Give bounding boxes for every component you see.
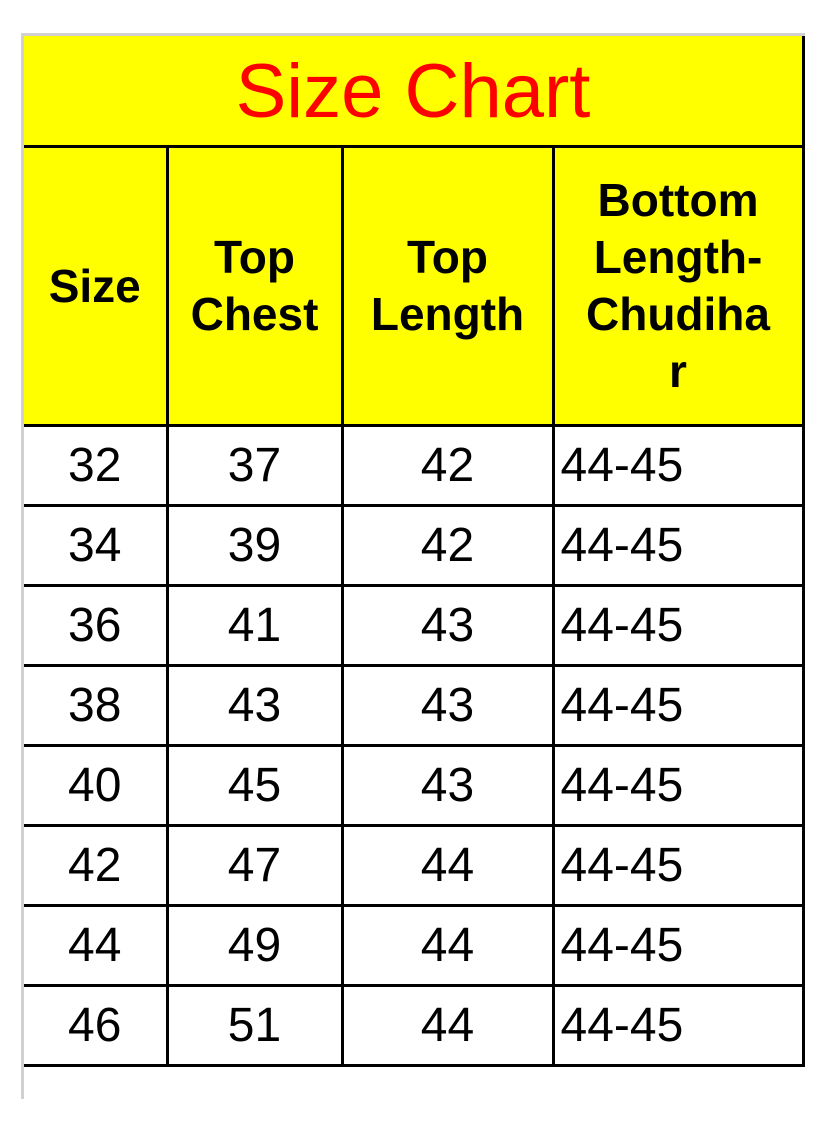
header-bottom-length: Bottom Length- Chudiha r [551, 145, 805, 427]
cell-size: 44 [24, 904, 169, 987]
header-row: Size Top Chest Top Length Bottom Length- Chu… [24, 145, 805, 427]
header-line: Chest [190, 288, 319, 340]
cell-bottom-length: 44-45 [551, 824, 805, 907]
size-chart-table: Size Top Chest Top Length Bottom Length- Chu… [24, 145, 805, 1067]
cell-top-chest: 43 [165, 664, 344, 747]
cell-top-chest: 39 [165, 504, 344, 587]
header-line: Size [48, 259, 141, 312]
cell-size: 42 [24, 824, 169, 907]
cell-top-length: 42 [340, 424, 555, 507]
cell-bottom-length: 44-45 [551, 424, 805, 507]
cell-top-chest: 49 [165, 904, 344, 987]
cell-bottom-length: 44-45 [551, 744, 805, 827]
header-top-chest: Top Chest [165, 145, 344, 427]
cell-bottom-length: 44-45 [551, 984, 805, 1067]
cell-top-length: 43 [340, 744, 555, 827]
cell-top-length: 43 [340, 664, 555, 747]
table-row: 44 49 44 44-45 [24, 904, 805, 987]
header-size: Size [24, 145, 169, 427]
cell-top-chest: 51 [165, 984, 344, 1067]
size-chart-title: Size Chart [24, 36, 805, 145]
table-row: 40 45 43 44-45 [24, 744, 805, 827]
cell-top-chest: 45 [165, 744, 344, 827]
cell-top-length: 44 [340, 984, 555, 1067]
cell-bottom-length: 44-45 [551, 584, 805, 667]
cell-top-chest: 41 [165, 584, 344, 667]
cell-size: 36 [24, 584, 169, 667]
cell-size: 32 [24, 424, 169, 507]
header-line: Length [370, 288, 525, 340]
cell-size: 38 [24, 664, 169, 747]
cell-top-chest: 37 [165, 424, 344, 507]
cell-top-chest: 47 [165, 824, 344, 907]
table-row: 42 47 44 44-45 [24, 824, 805, 907]
cell-top-length: 42 [340, 504, 555, 587]
header-line: Top [407, 231, 488, 283]
cell-bottom-length: 44-45 [551, 664, 805, 747]
cell-size: 46 [24, 984, 169, 1067]
cell-top-length: 44 [340, 904, 555, 987]
header-line: Top [214, 231, 295, 283]
table-row: 36 41 43 44-45 [24, 584, 805, 667]
table-row: 38 43 43 44-45 [24, 664, 805, 747]
cell-size: 34 [24, 504, 169, 587]
header-line: Chudiha [586, 288, 770, 340]
header-line: Length- [593, 231, 763, 283]
table-row: 34 39 42 44-45 [24, 504, 805, 587]
header-line: r [669, 345, 687, 397]
table-row: 32 37 42 44-45 [24, 424, 805, 507]
cell-size: 40 [24, 744, 169, 827]
header-top-length: Top Length [340, 145, 555, 427]
cell-bottom-length: 44-45 [551, 504, 805, 587]
cell-bottom-length: 44-45 [551, 904, 805, 987]
cell-top-length: 43 [340, 584, 555, 667]
table-frame [21, 33, 805, 1099]
cell-top-length: 44 [340, 824, 555, 907]
header-line: Bottom [597, 174, 759, 226]
table-row: 46 51 44 44-45 [24, 984, 805, 1067]
